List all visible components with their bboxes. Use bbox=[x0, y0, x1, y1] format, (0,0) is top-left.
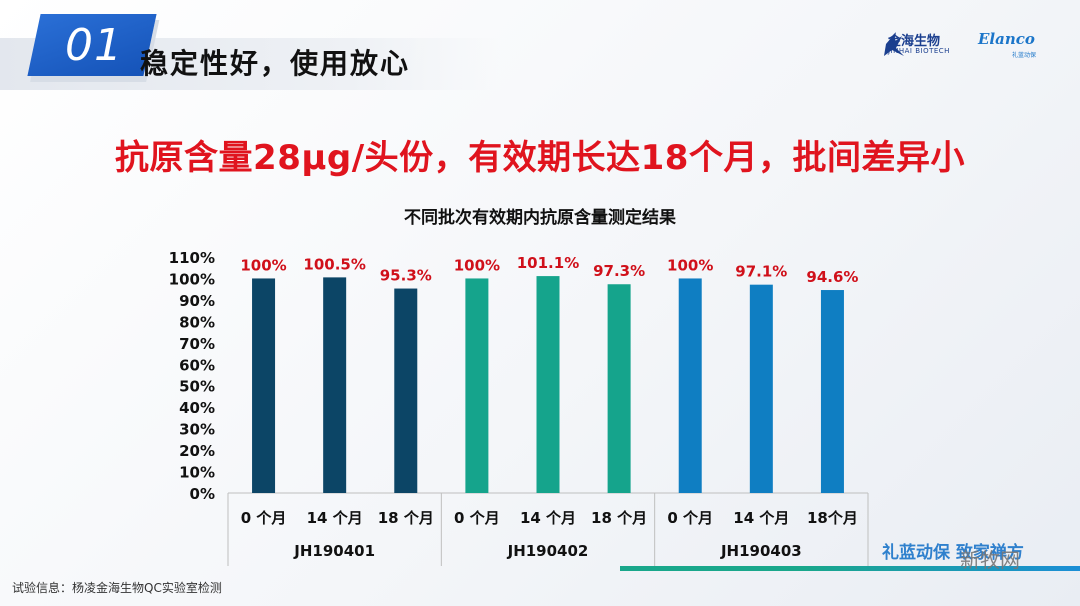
x-tick-label: 14 个月 bbox=[733, 509, 789, 527]
watermark-site: 新牧网 bbox=[960, 548, 1020, 572]
bar bbox=[323, 277, 347, 493]
data-label: 100% bbox=[240, 256, 286, 274]
data-label: 94.6% bbox=[806, 268, 858, 286]
data-label: 97.1% bbox=[735, 263, 787, 281]
y-tick-label: 110% bbox=[169, 249, 215, 267]
x-tick-label: 0 个月 bbox=[667, 509, 713, 527]
elanco-logo-cn: 礼蓝动保 bbox=[1012, 52, 1037, 59]
y-tick-label: 30% bbox=[179, 421, 215, 439]
bar bbox=[607, 284, 631, 493]
y-tick-label: 50% bbox=[179, 378, 215, 396]
watermark-text: 礼蓝动保 致家禅方 bbox=[882, 543, 1024, 563]
data-label: 100.5% bbox=[303, 255, 365, 273]
bar bbox=[465, 278, 489, 493]
y-tick-label: 80% bbox=[179, 313, 215, 331]
data-label: 95.3% bbox=[380, 267, 432, 285]
data-label: 100% bbox=[667, 256, 713, 274]
group-label: JH190401 bbox=[293, 542, 375, 560]
data-label: 101.1% bbox=[517, 254, 579, 272]
x-tick-label: 18 个月 bbox=[591, 509, 647, 527]
x-tick-label: 18 个月 bbox=[378, 509, 434, 527]
bar bbox=[536, 276, 560, 493]
bar bbox=[252, 278, 276, 493]
chart-title: 不同批次有效期内抗原含量测定结果 bbox=[404, 208, 676, 228]
group-label: JH190402 bbox=[507, 542, 589, 560]
y-tick-label: 0% bbox=[190, 485, 215, 503]
footer-accent-line bbox=[620, 566, 1080, 571]
footnote: 试验信息：杨凌金海生物QC实验室检测 bbox=[12, 581, 222, 595]
jinhai-logo-cn: 金海生物 bbox=[888, 34, 941, 49]
x-tick-label: 0 个月 bbox=[241, 509, 287, 527]
data-label: 97.3% bbox=[593, 262, 645, 280]
bar bbox=[394, 288, 418, 493]
bar bbox=[820, 290, 844, 493]
bar bbox=[678, 278, 702, 493]
x-tick-label: 0 个月 bbox=[454, 509, 500, 527]
slide-heading: 稳定性好，使用放心 bbox=[140, 47, 411, 80]
jinhai-logo-icon bbox=[884, 32, 904, 56]
y-tick-label: 40% bbox=[179, 399, 215, 417]
group-label: JH190403 bbox=[720, 542, 802, 560]
y-tick-label: 60% bbox=[179, 356, 215, 374]
section-number: 01 bbox=[65, 20, 123, 71]
y-tick-label: 90% bbox=[179, 292, 215, 310]
y-tick-label: 20% bbox=[179, 442, 215, 460]
x-tick-label: 14 个月 bbox=[307, 509, 363, 527]
data-label: 100% bbox=[454, 256, 500, 274]
elanco-logo-en: Elanco bbox=[978, 30, 1035, 48]
jinhai-logo-en: JINHAI BIOTECH bbox=[888, 47, 950, 55]
x-tick-label: 18个月 bbox=[807, 509, 858, 527]
y-tick-label: 70% bbox=[179, 335, 215, 353]
bar bbox=[749, 284, 773, 493]
x-tick-label: 14 个月 bbox=[520, 509, 576, 527]
headline: 抗原含量28μg/头份，有效期长达18个月，批间差异小 bbox=[115, 138, 965, 178]
y-tick-label: 10% bbox=[179, 464, 215, 482]
y-tick-label: 100% bbox=[169, 270, 215, 288]
